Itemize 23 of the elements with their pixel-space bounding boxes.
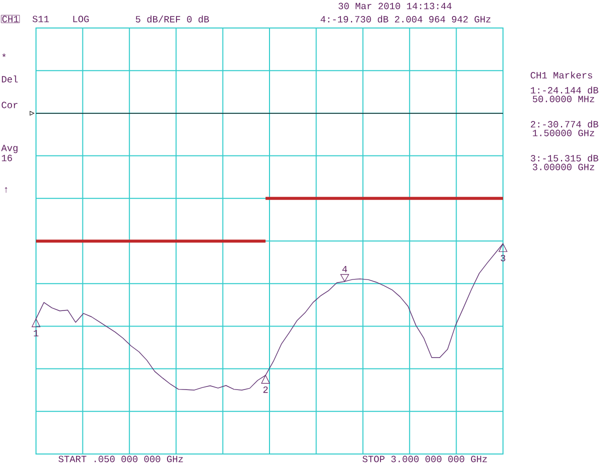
text: 16 [2, 154, 12, 162]
text: 4:-19.730 dB 2.004 964 942 GHz [320, 15, 490, 23]
text: 30 Mar 2010 14:13:44 [338, 2, 452, 10]
text: 5 dB/REF 0 dB [136, 15, 209, 23]
text: 1.50000 GHz [532, 130, 594, 136]
text: S11 [32, 16, 49, 22]
text: CH1 Markers [530, 72, 592, 78]
text: 2:-30.774 dB [530, 120, 598, 128]
text: Avg [1, 144, 18, 154]
text: 3.00000 GHz [532, 164, 594, 170]
text: Cor [2, 102, 18, 108]
text: Del [2, 76, 18, 82]
text: 50.0000 MHz [532, 96, 594, 102]
text: STOP 3.000 000 000 GHz [362, 456, 487, 462]
annotation: 2 [263, 386, 268, 393]
annotation: 4 [342, 266, 348, 272]
text: * [2, 54, 6, 57]
text: 1:-24.144 dB [530, 86, 598, 94]
text: LOG [73, 16, 89, 22]
text: ↑ [4, 187, 8, 193]
text: CH1 [2, 16, 18, 22]
text: START .050 000 000 GHz [58, 456, 183, 462]
text: 3:-15.315 dB [530, 154, 598, 162]
